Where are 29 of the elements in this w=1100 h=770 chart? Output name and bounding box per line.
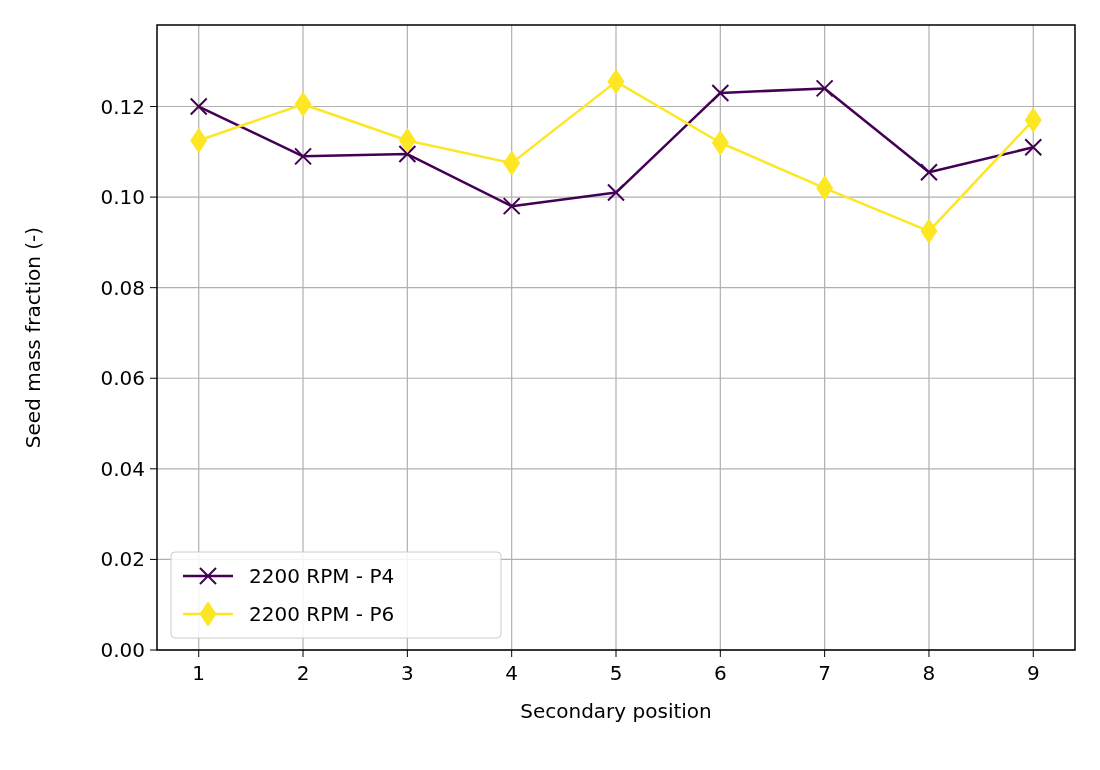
legend-label: 2200 RPM - P4 bbox=[249, 564, 395, 588]
x-tick-label: 7 bbox=[818, 661, 831, 685]
x-tick-label: 2 bbox=[296, 661, 310, 685]
x-axis-title: Secondary position bbox=[520, 699, 712, 723]
y-axis-title: Seed mass fraction (-) bbox=[21, 226, 45, 449]
x-tick-label: 9 bbox=[1026, 661, 1040, 685]
point bbox=[1024, 138, 1043, 157]
x-tick-label: 3 bbox=[401, 661, 414, 685]
x-tick-label: 6 bbox=[713, 661, 727, 685]
point bbox=[502, 197, 521, 216]
x-tick-label: 8 bbox=[922, 661, 936, 685]
x-tick-label: 4 bbox=[505, 661, 519, 685]
y-tick-label: 0.04 bbox=[100, 456, 145, 481]
point bbox=[189, 97, 208, 116]
y-tick-label: 0.06 bbox=[100, 366, 145, 391]
y-tick-label: 0.08 bbox=[100, 275, 145, 300]
point bbox=[919, 163, 938, 182]
legend-label: 2200 RPM - P6 bbox=[249, 602, 395, 626]
point bbox=[398, 145, 417, 164]
y-tick-label: 0.02 bbox=[100, 547, 145, 572]
point bbox=[607, 183, 625, 202]
point bbox=[815, 79, 834, 98]
x-tick-label: 5 bbox=[609, 661, 623, 685]
point bbox=[711, 83, 730, 102]
y-tick-label: 0.00 bbox=[100, 638, 145, 662]
y-tick-label: 0.10 bbox=[100, 185, 145, 210]
x-tick-label: 1 bbox=[192, 661, 206, 685]
y-tick-label: 0.12 bbox=[100, 94, 145, 119]
point bbox=[294, 147, 313, 166]
